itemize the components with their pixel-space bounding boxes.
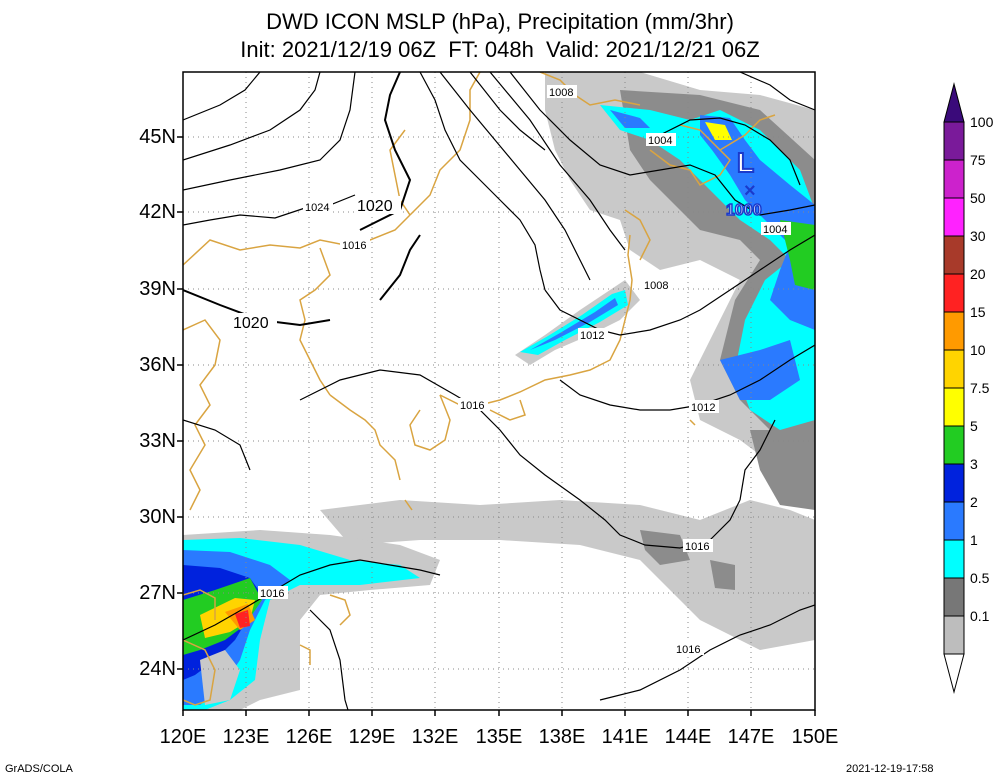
lon-label: 129E (348, 726, 396, 748)
footer-timestamp: 2021-12-19-17:58 (846, 763, 934, 775)
precipitation-layer (183, 72, 815, 710)
lon-label: 141E (601, 726, 649, 748)
precip-area (610, 110, 650, 128)
precip-area (640, 530, 690, 565)
isobar-label: 1016 (342, 240, 366, 252)
isobar-label: 1016 (460, 400, 484, 412)
colorbar-swatch (943, 615, 965, 655)
isobar-label: 1024 (305, 202, 329, 214)
colorbar-label: 30 (970, 228, 986, 244)
isobar-label: 1008 (644, 280, 668, 292)
lat-label: 33N (139, 430, 176, 452)
colorbar-label: 0.5 (970, 570, 990, 586)
precip-area (750, 430, 815, 510)
precip-area (710, 560, 735, 590)
precip-area (235, 610, 250, 628)
colorbar-label: 7.5 (970, 380, 990, 396)
colorbar-swatch (943, 463, 965, 503)
colorbar-top-triangle (943, 82, 965, 123)
colorbar-swatch (943, 425, 965, 465)
colorbar-swatch (943, 197, 965, 237)
lat-label: 30N (139, 506, 176, 528)
colorbar-label: 10 (970, 342, 986, 358)
isobar-label: 1020 (233, 315, 269, 332)
precip-area (320, 500, 815, 650)
colorbar-swatch (943, 311, 965, 351)
colorbar-swatch (943, 539, 965, 579)
low-pressure-value: 1000 (726, 202, 762, 219)
precip-area (705, 122, 732, 140)
chart-title: DWD ICON MSLP (hPa), Precipitation (mm/3… (266, 9, 734, 34)
precip-area (200, 650, 240, 705)
lat-label: 36N (139, 354, 176, 376)
colorbar-label: 50 (970, 190, 986, 206)
isobar-label: 1008 (549, 87, 573, 99)
precip-area (700, 115, 815, 330)
lon-label: 138E (538, 726, 586, 748)
precip-area (520, 290, 628, 355)
lon-label: 150E (791, 726, 839, 748)
colorbar-swatch (943, 349, 965, 389)
axis-ticks (177, 136, 816, 716)
colorbar-label: 5 (970, 418, 978, 434)
isobar-label: 1016 (685, 541, 709, 553)
colorbar-label: 100 (970, 114, 994, 130)
lat-label: 24N (139, 658, 176, 680)
colorbar-label: 2 (970, 494, 978, 510)
lon-label: 120E (159, 726, 207, 748)
colorbar-label: 20 (970, 266, 986, 282)
colorbar-label: 3 (970, 456, 978, 472)
lon-label: 147E (727, 726, 775, 748)
isobar-label: 1016 (260, 588, 284, 600)
colorbar-label: 1 (970, 532, 978, 548)
isobar-label: 1012 (580, 330, 604, 342)
colorbar (943, 82, 965, 694)
isobar-label: 1020 (357, 198, 393, 215)
lat-label: 45N (139, 126, 176, 148)
low-center-marker-icon: × (744, 180, 756, 202)
lon-label: 144E (664, 726, 712, 748)
precip-area (720, 340, 800, 400)
colorbar-swatch (943, 577, 965, 617)
isobar-label: 1016 (676, 644, 700, 656)
footer-credit: GrADS/COLA (5, 763, 73, 775)
isobar-labels: 1008 1004 1004 1024 1020 1016 1020 1008 … (231, 85, 791, 656)
colorbar-bottom-triangle (943, 653, 965, 694)
precip-area (530, 298, 618, 350)
precip-area (780, 220, 815, 290)
colorbar-swatch (943, 501, 965, 541)
isobar-label: 1012 (691, 402, 715, 414)
colorbar-swatch (943, 159, 965, 199)
colorbar-label: 15 (970, 304, 986, 320)
lat-label: 42N (139, 201, 176, 223)
low-symbol: L (737, 147, 754, 178)
lon-label: 132E (411, 726, 459, 748)
colorbar-swatch (943, 273, 965, 313)
lat-label: 27N (139, 582, 176, 604)
lon-label: 123E (222, 726, 270, 748)
lon-label: 126E (285, 726, 333, 748)
grid-lines (183, 72, 815, 710)
isobar-label: 1004 (763, 224, 787, 236)
isobar-label: 1004 (648, 135, 672, 147)
colorbar-label: 0.1 (970, 608, 990, 624)
colorbar-swatch (943, 235, 965, 275)
colorbar-swatch (943, 121, 965, 161)
lon-label: 135E (475, 726, 523, 748)
chart-subtitle: Init: 2021/12/19 06Z FT: 048h Valid: 202… (240, 37, 760, 62)
colorbar-swatch (943, 387, 965, 427)
colorbar-label: 75 (970, 152, 986, 168)
low-pressure-center: L × 1000 (725, 146, 762, 220)
lat-label: 39N (139, 278, 176, 300)
map-frame-content: 1008 1004 1004 1024 1020 1016 1020 1008 … (183, 72, 815, 710)
